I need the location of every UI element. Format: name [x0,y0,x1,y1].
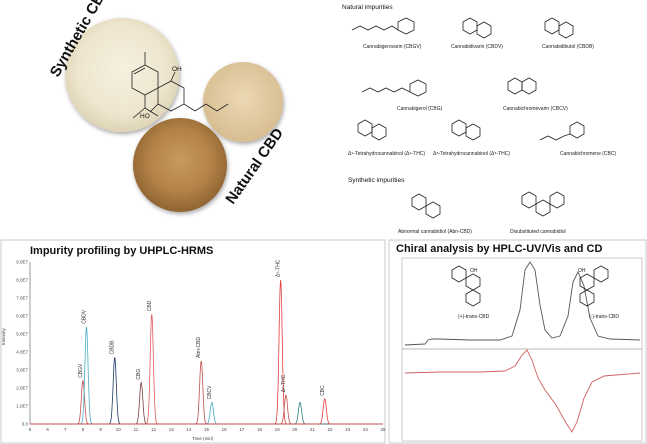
compound-label-cbdb: Cannabidibutol (CBDB) [542,44,594,50]
x-tick-label: 8 [82,427,85,432]
oh-plus-label: OH [470,268,478,274]
x-tick-label: 15 [204,427,210,432]
mini-structure-d9-thc [357,119,387,141]
chromatogram-ylabel: Intensity [1,327,6,345]
enantiomer-plus-label: (+)-trans-CBD [458,314,490,320]
y-tick-label: 0.0 [22,422,29,427]
chromatogram-peak-labels: CBGV CBDV CBDB CBG CBD Abn-CBD CBCV Δ⁹-THC Δ⁸-TH… [78,259,326,399]
y-tick-label: 8.0E7 [16,278,28,283]
mini-structure-abn-cbd [411,193,441,219]
x-tick-label: 12 [151,427,157,432]
compound-label-abn-cbd: Abnormal cannabidiol (Abn-CBD) [398,229,472,235]
y-tick-label: 6.0E7 [16,314,28,319]
chromatogram-xlabel: Time (min) [192,436,214,441]
x-tick-label: 16 [222,427,228,432]
y-tick-label: 2.0E7 [16,386,28,391]
cbd-structure [131,52,229,119]
peak-label: Δ⁸-THC [281,374,287,392]
enantiomer-minus-label: (-)-trans-CBD [589,314,619,320]
x-tick-label: 23 [345,427,351,432]
x-tick-label: 19 [275,427,281,432]
peak-label: CBDV [81,309,87,324]
compound-label-cbcv: Cannabichromevarin (CBCV) [503,106,568,112]
enantiomer-plus-structure [451,265,481,307]
chromatogram-y-ticks: 9.0E7 8.0E7 7.0E7 6.0E7 5.0E7 4.0E7 3.0E7 2.0E7… [16,260,28,427]
x-tick-label: 6 [46,427,49,432]
x-tick-label: 24 [363,427,369,432]
mini-structure-cbcv [507,77,537,95]
oh-minus-label: OH [578,268,586,274]
peak-label: Abn-CBD [196,336,202,358]
natural-cbd-powder-light [203,62,283,142]
mini-structure-cbdv [462,17,492,39]
peak-label: CBGV [78,363,84,378]
y-tick-label: 3.0E7 [16,368,28,373]
x-tick-label: 5 [29,427,32,432]
peak-label: CBDB [110,340,116,355]
y-tick-label: 5.0E7 [16,332,28,337]
x-tick-label: 14 [186,427,192,432]
natural-impurities-heading: Natural impurities [342,4,393,11]
cd-trace [404,349,641,433]
x-tick-label: 9 [99,427,102,432]
chromatogram-peak-trace [30,398,383,425]
x-tick-label: 7 [64,427,67,432]
peak-label: CBCV [207,385,213,400]
compound-label-cbg: Cannabigerol (CBG) [397,106,443,112]
compound-label-cbgv: Cannabigerovarin (CBGV) [363,44,422,50]
peak-label: Δ⁹-THC [276,259,282,277]
x-tick-label: 10 [116,427,122,432]
x-tick-label: 17 [239,427,245,432]
natural-cbd-powder-dark [133,118,227,212]
y-tick-label: 1.0E7 [16,404,28,409]
peak-label: CBG [136,369,142,380]
chiral-panel: Chiral analysis by HPLC-UV/Vis and CD OH… [388,239,647,444]
x-tick-label: 22 [328,427,334,432]
chromatogram-panel: Impurity profiling by UHPLC-HRMS Intensi… [0,239,386,444]
impurities-panel: Natural impurities [342,4,616,235]
compound-label-cbc: Cannabichromene (CBC) [560,151,616,157]
x-tick-label: 25 [380,427,386,432]
y-tick-label: 9.0E7 [16,260,28,265]
x-tick-label: 18 [257,427,263,432]
compound-label-cbdv: Cannabidivarin (CBDV) [451,44,503,50]
synthetic-cbd-powder [65,18,179,132]
peak-label: CBD [147,300,153,311]
compound-label-d9-thc: Δ⁹-Tetrahydrocannabinol (Δ⁹-THC) [348,151,425,157]
enantiomer-minus-structure [579,265,609,307]
x-tick-label: 13 [169,427,175,432]
cd-plot-frame [401,348,643,442]
cbd-samples-graphic: Synthetic CBD Natural CBD OH HO [47,0,287,212]
x-tick-label: 21 [310,427,316,432]
oh-top-label: OH [172,66,182,73]
mini-structure-disubstituted [521,191,565,217]
chromatogram-title: Impurity profiling by UHPLC-HRMS [30,245,213,257]
mini-structure-cbdb [544,17,574,39]
compound-label-disubstituted: Disubstituted cannabidiol [510,229,566,235]
mini-structure-d8-thc [451,119,481,141]
x-tick-label: 20 [292,427,298,432]
compound-label-d8-thc: Δ⁸-Tetrahydrocannabinol (Δ⁸-THC) [433,151,510,157]
chromatogram-x-ticks: 5 6 7 8 9 10 11 12 13 14 15 16 17 18 19 20 21 22 23 24 25 [29,427,386,432]
y-tick-label: 4.0E7 [16,350,28,355]
x-tick-label: 11 [134,427,139,432]
oh-bottom-label: HO [140,113,150,120]
mini-structure-cbc [539,121,585,141]
mini-structure-cbg [361,79,427,97]
chiral-title: Chiral analysis by HPLC-UV/Vis and CD [396,243,602,255]
synthetic-impurities-heading: Synthetic impurities [348,177,405,184]
y-tick-label: 7.0E7 [16,296,28,301]
mini-structure-cbgv [351,17,415,35]
chromatogram-traces [30,279,383,425]
peak-label: CBC [320,385,326,396]
